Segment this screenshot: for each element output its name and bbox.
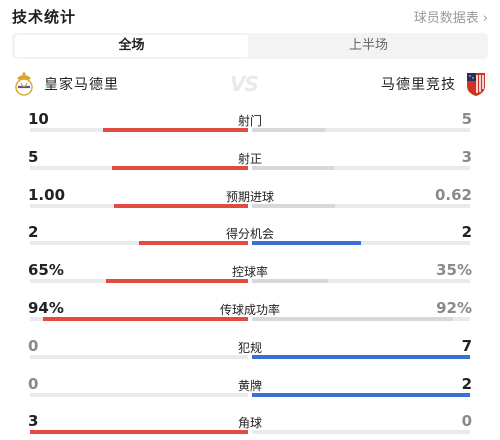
home-bar-track bbox=[30, 317, 248, 321]
home-bar-track bbox=[30, 430, 248, 435]
away-bar-fill bbox=[252, 128, 325, 132]
away-bar-fill bbox=[252, 165, 334, 170]
home-bar-track bbox=[30, 128, 248, 132]
stat-row: 5 射正 3 bbox=[0, 142, 500, 179]
stat-label: 射门 bbox=[237, 114, 262, 128]
stat-row: 10 射门 5 bbox=[0, 104, 500, 141]
stat-label: 传球成功率 bbox=[219, 303, 280, 317]
away-bar-track bbox=[252, 165, 470, 170]
home-bar-fill bbox=[139, 241, 248, 246]
away-value: 92% bbox=[436, 299, 472, 317]
home-team-name: 皇家马德里 bbox=[44, 77, 119, 93]
away-bar-fill bbox=[252, 354, 470, 359]
away-bar-track bbox=[252, 203, 470, 208]
away-bar-track bbox=[252, 128, 470, 132]
away-value: 2 bbox=[461, 223, 472, 242]
home-bar-fill bbox=[102, 128, 248, 132]
home-value: 0 bbox=[28, 336, 39, 355]
stat-row: 3 角球 0 bbox=[0, 406, 500, 440]
away-bar-fill bbox=[252, 241, 361, 246]
away-bar-track bbox=[252, 354, 470, 359]
stat-label: 控球率 bbox=[231, 265, 268, 280]
vs-watermark: VS bbox=[230, 72, 259, 96]
away-value: 3 bbox=[461, 147, 472, 166]
away-bar-fill bbox=[252, 279, 329, 284]
chevron-right-icon: › bbox=[482, 11, 488, 26]
stat-label: 得分机会 bbox=[225, 227, 274, 242]
stat-label: 犯规 bbox=[237, 340, 262, 355]
home-value: 65% bbox=[28, 261, 64, 280]
away-value: 5 bbox=[461, 110, 472, 128]
away-bar-fill bbox=[252, 392, 470, 397]
home-bar-track bbox=[30, 165, 248, 170]
home-bar-fill bbox=[30, 430, 248, 435]
stat-row: 0 犯规 7 bbox=[0, 331, 500, 368]
home-bar-track bbox=[30, 392, 248, 397]
away-bar-track bbox=[252, 279, 470, 284]
home-value: 1.00 bbox=[28, 185, 66, 204]
stat-row: 2 得分机会 2 bbox=[0, 217, 500, 254]
away-bar-fill bbox=[252, 203, 336, 208]
home-value: 3 bbox=[28, 412, 39, 431]
home-value: 94% bbox=[28, 299, 64, 317]
away-team: 马德里竞技 bbox=[381, 70, 488, 98]
home-value: 10 bbox=[28, 110, 49, 128]
player-stats-link[interactable]: 球员数据表 › bbox=[414, 7, 488, 26]
stat-label: 预期进球 bbox=[225, 189, 274, 204]
stat-row: 65% 控球率 35% bbox=[0, 255, 500, 292]
tab-full-match[interactable]: 全场 bbox=[15, 35, 248, 57]
home-bar-fill bbox=[113, 203, 248, 208]
home-value: 5 bbox=[28, 147, 39, 166]
away-bar-track bbox=[252, 317, 470, 321]
stat-row: 1.00 预期进球 0.62 bbox=[0, 180, 500, 217]
home-bar-track bbox=[30, 354, 248, 359]
away-bar-track bbox=[252, 430, 470, 435]
section-title: 技术统计 bbox=[12, 8, 77, 26]
stats-header: 技术统计 球员数据表 › bbox=[12, 6, 488, 28]
home-bar-fill bbox=[111, 165, 248, 170]
away-value: 0.62 bbox=[434, 185, 472, 204]
home-value: 0 bbox=[28, 374, 39, 393]
atletico-madrid-logo bbox=[467, 73, 485, 96]
away-bar-track bbox=[252, 392, 470, 397]
home-bar-track bbox=[30, 203, 248, 208]
home-value: 2 bbox=[28, 223, 39, 242]
away-value: 7 bbox=[461, 336, 472, 355]
away-value: 35% bbox=[436, 261, 472, 280]
home-bar-fill bbox=[43, 317, 248, 321]
stat-label: 角球 bbox=[237, 416, 262, 431]
tab-first-half[interactable]: 上半场 bbox=[348, 38, 388, 53]
away-value: 0 bbox=[461, 412, 472, 431]
home-bar-track bbox=[30, 279, 248, 284]
player-stats-link-label: 球员数据表 bbox=[413, 11, 479, 26]
teams-row: 皇家马德里 VS 马德里竞技 bbox=[12, 70, 488, 98]
away-value: 2 bbox=[461, 374, 472, 393]
real-madrid-logo bbox=[15, 72, 33, 96]
stat-row: 0 黄牌 2 bbox=[0, 369, 500, 406]
home-bar-fill bbox=[106, 279, 248, 284]
away-bar-fill bbox=[252, 317, 453, 321]
stat-row: 94% 传球成功率 92% bbox=[0, 293, 500, 330]
away-team-name: 马德里竞技 bbox=[381, 77, 456, 93]
stat-label: 黄牌 bbox=[237, 378, 262, 393]
away-bar-track bbox=[252, 241, 470, 246]
stat-label: 射正 bbox=[237, 151, 262, 166]
home-bar-track bbox=[30, 241, 248, 246]
period-tabs: 全场 上半场 bbox=[12, 33, 488, 59]
home-team: 皇家马德里 bbox=[12, 70, 119, 98]
